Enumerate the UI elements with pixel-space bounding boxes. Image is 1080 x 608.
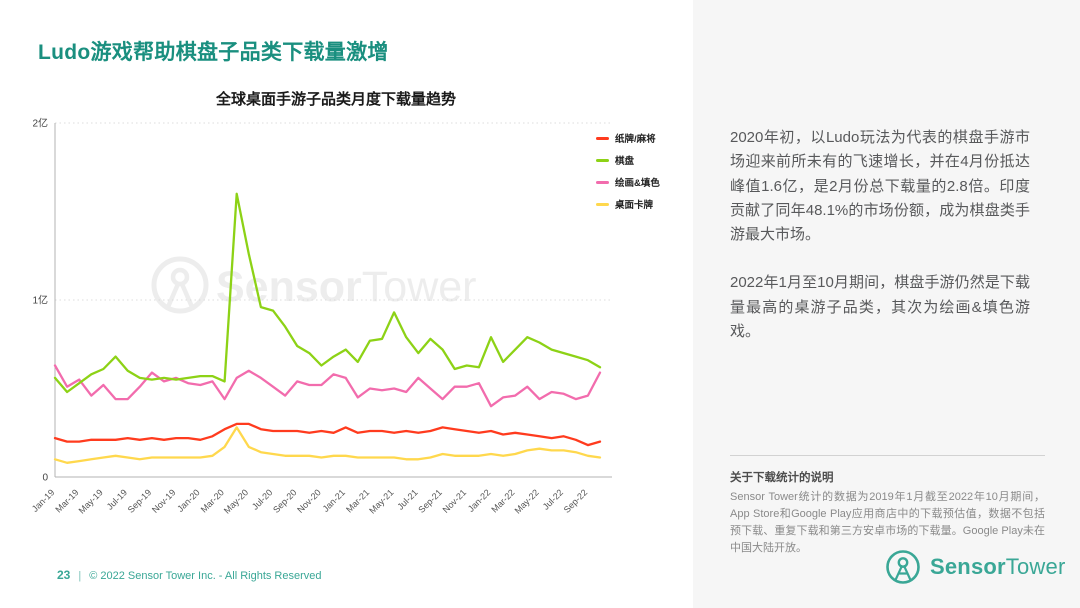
- series-line-0: [53, 422, 602, 447]
- page-footer: 23 | © 2022 Sensor Tower Inc. - All Righ…: [57, 568, 322, 582]
- x-axis-tick-label: Jan-19: [30, 487, 57, 514]
- watermark: SensorTower: [151, 256, 476, 314]
- paragraph-2022-ranking: 2022年1月至10月期间，棋盘手游仍然是下载量最高的桌游子品类，其次为绘画&填…: [730, 274, 1030, 341]
- methodology-note-text: Sensor Tower统计的数据为2019年1月截至2022年10月期间，Ap…: [730, 491, 1045, 555]
- commentary-text: 2020年初，以Ludo玩法为代表的棋盘手游市场迎来前所未有的飞速增长，并在4月…: [730, 126, 1030, 368]
- legend-item-2: 绘画&填色: [596, 175, 660, 189]
- x-axis-tick-label: Sep-20: [271, 487, 299, 515]
- y-axis-tick-label: 1亿: [32, 294, 48, 307]
- paragraph-2020-growth: 2020年初，以Ludo玩法为代表的棋盘手游市场迎来前所未有的飞速增长，并在4月…: [730, 129, 1030, 244]
- legend-swatch: [596, 136, 609, 140]
- x-axis-tick-label: Mar-19: [53, 487, 80, 514]
- x-axis-tick-label: Nov-19: [150, 487, 178, 515]
- legend-label: 绘画&填色: [615, 178, 660, 189]
- watermark-text: SensorTower: [216, 263, 476, 311]
- chart-title: 全球桌面手游子品类月度下载量趋势: [215, 91, 456, 108]
- legend-item-3: 桌面卡牌: [596, 197, 660, 211]
- page-title: Ludo游戏帮助棋盘子品类下载量激增: [38, 41, 389, 64]
- legend-swatch: [596, 180, 609, 184]
- x-axis-tick-label: Jan-21: [321, 487, 348, 514]
- x-axis-tick-label: Nov-21: [441, 487, 469, 515]
- footer-divider: |: [78, 570, 82, 582]
- methodology-note-title: 关于下载统计的说明: [730, 472, 834, 484]
- legend-item-1: 棋盘: [596, 153, 660, 167]
- chart-legend: 纸牌/麻将棋盘绘画&填色桌面卡牌: [596, 131, 660, 219]
- copyright-text: © 2022 Sensor Tower Inc. - All Rights Re…: [89, 570, 322, 582]
- methodology-note: 关于下载统计的说明 Sensor Tower统计的数据为2019年1月截至202…: [730, 455, 1045, 557]
- x-axis-tick-label: Sep-22: [562, 487, 590, 515]
- legend-label: 棋盘: [615, 156, 635, 167]
- x-axis-tick-label: Sep-21: [416, 487, 444, 515]
- sensor-tower-logo-icon: [886, 550, 920, 584]
- x-axis-tick-label: Mar-21: [344, 487, 371, 514]
- y-axis-tick-label: 0: [42, 473, 48, 484]
- series-line-3: [53, 426, 602, 464]
- y-axis-tick-label: 2亿: [32, 117, 48, 130]
- legend-item-0: 纸牌/麻将: [596, 131, 660, 145]
- legend-label: 纸牌/麻将: [615, 134, 656, 145]
- legend-label: 桌面卡牌: [615, 200, 654, 211]
- x-axis-tick-label: Nov-20: [295, 487, 323, 515]
- commentary-panel: 2020年初，以Ludo玩法为代表的棋盘手游市场迎来前所未有的飞速增长，并在4月…: [693, 0, 1080, 608]
- x-axis-tick-label: May-22: [513, 487, 541, 515]
- series-line-2: [53, 364, 602, 408]
- sensor-tower-logo: SensorTower: [884, 548, 1065, 586]
- series-line-1: [53, 192, 602, 394]
- page-number: 23: [57, 568, 71, 582]
- x-axis-tick-label: May-21: [367, 487, 395, 515]
- legend-swatch: [596, 202, 609, 206]
- legend-swatch: [596, 158, 609, 162]
- x-axis-tick-label: Mar-20: [199, 487, 226, 514]
- x-axis-tick-label: May-19: [77, 487, 105, 515]
- sensor-tower-logo-text: SensorTower: [930, 554, 1066, 579]
- x-axis-tick-label: May-20: [222, 487, 250, 515]
- x-axis-tick-label: Mar-22: [489, 487, 516, 514]
- x-axis-tick-label: Jan-20: [175, 487, 202, 514]
- x-axis-tick-label: Sep-19: [126, 487, 154, 515]
- x-axis-tick-label: Jan-22: [466, 487, 493, 514]
